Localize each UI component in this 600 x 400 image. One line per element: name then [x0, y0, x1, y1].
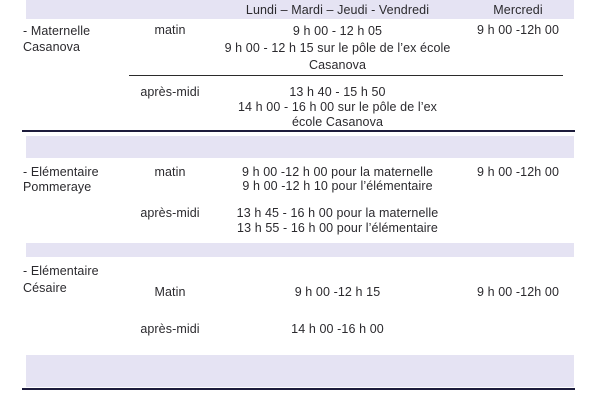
- school-name-cesaire: - Elémentaire Césaire: [23, 264, 99, 295]
- header-wednesday: Mercredi: [493, 3, 543, 17]
- times-cell-weekdays: 9 h 00 - 12 h 05 9 h 00 - 12 h 15 sur le…: [224, 24, 451, 72]
- period-label-morning: Matin: [154, 285, 186, 299]
- morning-afternoon-divider: [129, 75, 563, 76]
- period-label-afternoon: après-midi: [140, 322, 200, 336]
- times-cell-weekdays: 13 h 40 - 15 h 50 14 h 00 - 16 h 00 sur …: [238, 85, 437, 129]
- header-row-band: [26, 0, 574, 19]
- school-name-pommeraye: - Elémentaire Pommeraye: [23, 165, 99, 194]
- period-label-morning: matin: [154, 165, 186, 179]
- times-cell-wednesday: 9 h 00 -12h 00: [476, 23, 560, 37]
- times-cell-wednesday: 9 h 00 -12h 00: [476, 165, 560, 179]
- section-separator-band: [26, 243, 574, 257]
- period-label-afternoon: après-midi: [140, 85, 200, 99]
- times-cell-wednesday: 9 h 00 -12h 00: [476, 285, 560, 299]
- table-footer-band: [26, 355, 574, 387]
- times-cell-weekdays: 13 h 45 - 16 h 00 pour la maternelle 13 …: [236, 206, 439, 235]
- header-weekdays: Lundi – Mardi – Jeudi - Vendredi: [245, 3, 430, 17]
- times-cell-weekdays: 14 h 00 -16 h 00: [291, 322, 384, 336]
- times-cell-weekdays: 9 h 00 -12 h 15: [294, 285, 381, 299]
- period-label-morning: matin: [154, 23, 186, 37]
- school-name-casanova: - Maternelle Casanova: [23, 24, 91, 54]
- times-cell-weekdays: 9 h 00 -12 h 00 pour la maternelle 9 h 0…: [241, 165, 434, 193]
- section-separator-band: [26, 136, 574, 158]
- period-label-afternoon: après-midi: [140, 206, 200, 220]
- table-bottom-rule: [22, 388, 575, 390]
- section-divider-rule: [22, 130, 575, 132]
